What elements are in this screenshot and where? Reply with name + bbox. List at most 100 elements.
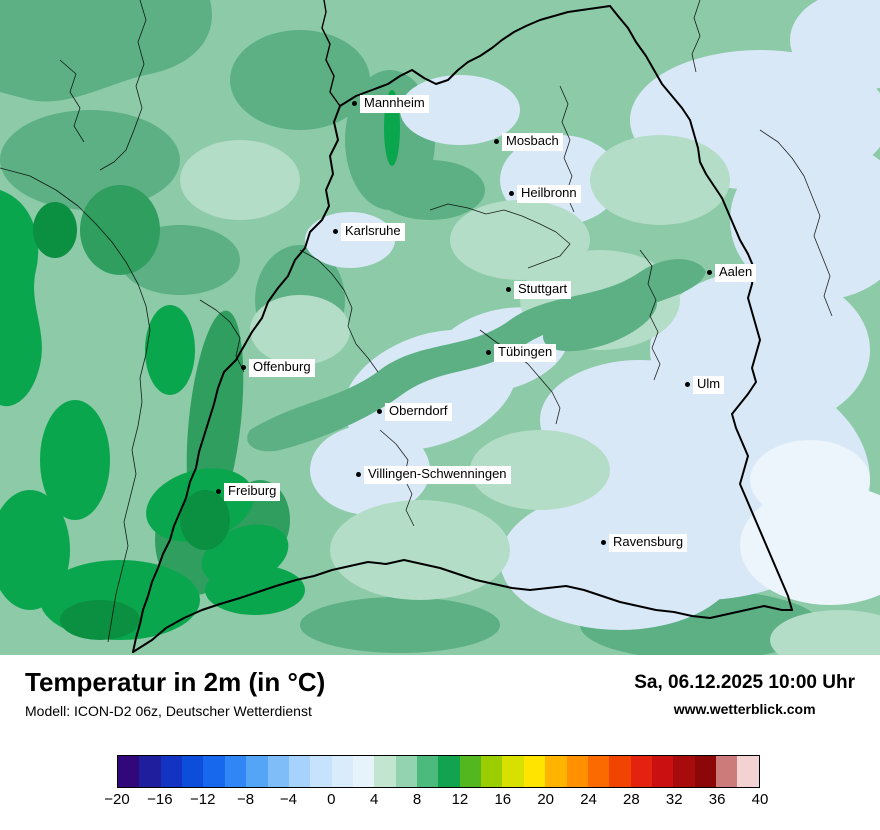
scale-segment [203, 756, 225, 787]
scale-segment [395, 756, 418, 787]
city-dot-icon [707, 270, 712, 276]
scale-tick-label: 20 [537, 791, 554, 808]
scale-segment [352, 756, 375, 787]
scale-segment [224, 756, 247, 787]
scale-tick-label: −12 [189, 791, 216, 808]
scale-tick-label: 40 [751, 791, 769, 808]
scale-tick-label: 0 [327, 791, 336, 808]
district-borders [0, 0, 833, 643]
city-marker: Karlsruhe [333, 223, 405, 241]
scale-segment [246, 756, 268, 787]
scale-tick-label: 36 [708, 791, 726, 808]
scale-segment [459, 756, 482, 787]
scale-segment [267, 756, 289, 787]
scale-segment [673, 756, 695, 787]
state-borders [132, 0, 793, 653]
footer-left: Temperatur in 2m (in °C) Modell: ICON-D2… [25, 667, 325, 719]
city-marker: Ulm [685, 376, 725, 394]
city-dot-icon [352, 101, 357, 107]
scale-segment [737, 756, 759, 787]
valid-datetime: Sa, 06.12.2025 10:00 Uhr [634, 672, 855, 693]
city-label: Stuttgart [514, 281, 572, 299]
region-alb-band [247, 259, 706, 452]
city-marker: Tübingen [486, 344, 557, 362]
scale-segment [716, 756, 738, 787]
weather-map: Mannheim Mosbach Heilbronn Karlsruhe Stuttga… [0, 0, 880, 655]
city-marker: Stuttgart [506, 281, 572, 299]
scale-tick-label: −8 [237, 791, 255, 808]
city-marker: Offenburg [241, 359, 315, 377]
city-label: Freiburg [224, 483, 281, 501]
scale-segment [438, 756, 460, 787]
region-lightest [740, 440, 880, 605]
scale-tick-label: 32 [665, 791, 683, 808]
city-label: Oberndorf [385, 403, 452, 421]
scale-segment [310, 756, 332, 787]
scale-segment [417, 756, 439, 787]
scale-tick-label: 16 [494, 791, 512, 808]
city-label: Ravensburg [609, 534, 688, 552]
scale-tick-label: −20 [104, 791, 130, 808]
map-title: Temperatur in 2m (in °C) [25, 667, 326, 697]
city-label: Aalen [715, 264, 757, 282]
scale-segment [694, 756, 717, 787]
scale-segment [139, 756, 161, 787]
temperature-scale: −20 −16 −12 −8 −4 0 4 8 12 16 20 24 28 32 36 40 [104, 755, 768, 811]
city-dot-icon [333, 229, 338, 235]
scale-segment [545, 756, 567, 787]
city-marker: Ravensburg [601, 534, 688, 552]
city-label: Tübingen [494, 344, 557, 362]
website-label: www.wetterblick.com [673, 701, 816, 717]
city-label: Offenburg [249, 359, 315, 377]
scale-segment [523, 756, 546, 787]
footer-right: Sa, 06.12.2025 10:00 Uhr www.wetterblick… [634, 667, 855, 717]
city-marker: Mosbach [494, 133, 563, 151]
footer-top: Temperatur in 2m (in °C) Modell: ICON-D2… [0, 655, 880, 719]
city-label: Karlsruhe [341, 223, 405, 241]
city-marker: Oberndorf [377, 403, 452, 421]
scale-segment [374, 756, 396, 787]
city-label: Ulm [693, 376, 725, 394]
city-marker: Heilbronn [509, 185, 581, 203]
city-marker: Freiburg [216, 483, 281, 501]
city-label: Heilbronn [517, 185, 581, 203]
city-dot-icon [356, 472, 361, 478]
city-dot-icon [486, 350, 491, 356]
city-dot-icon [377, 409, 382, 415]
scale-tick-label: 4 [370, 791, 379, 808]
city-label: Mannheim [360, 95, 429, 113]
city-dot-icon [509, 191, 514, 197]
scale-tick-label: 24 [580, 791, 597, 808]
scale-segment [118, 756, 140, 787]
scale-segment [630, 756, 652, 787]
city-dot-icon [494, 139, 499, 145]
city-marker: Aalen [707, 264, 757, 282]
scale-tick-label: 8 [412, 791, 422, 808]
city-dot-icon [216, 489, 221, 495]
scale-segment [587, 756, 610, 787]
city-label: Villingen-Schwenningen [364, 466, 511, 484]
city-dot-icon [506, 287, 511, 293]
city-dot-icon [685, 382, 690, 388]
city-marker: Villingen-Schwenningen [356, 466, 511, 484]
city-label: Mosbach [502, 133, 563, 151]
city-layer: Mannheim Mosbach Heilbronn Karlsruhe Stuttga… [216, 95, 757, 552]
scale-tick-label: 28 [623, 791, 640, 808]
region-deep-green [33, 202, 230, 640]
map-graphic [0, 0, 880, 655]
model-info: Modell: ICON-D2 06z, Deutscher Wetterdie… [25, 703, 312, 719]
scale-segment [331, 756, 353, 787]
scale-segment [502, 756, 524, 787]
city-dot-icon [241, 365, 246, 371]
scale-tick-label: −4 [279, 791, 298, 808]
city-dot-icon [601, 540, 606, 546]
scale-segment [481, 756, 503, 787]
scale-segment [566, 756, 588, 787]
scale-segment [182, 756, 204, 787]
scale-segment [609, 756, 631, 787]
scale-bar [117, 755, 760, 788]
scale-ticks: −20 −16 −12 −8 −4 0 4 8 12 16 20 24 28 32 36 40 [104, 791, 768, 811]
scale-segment [160, 756, 183, 787]
scale-segment [288, 756, 311, 787]
city-marker: Mannheim [352, 95, 429, 113]
